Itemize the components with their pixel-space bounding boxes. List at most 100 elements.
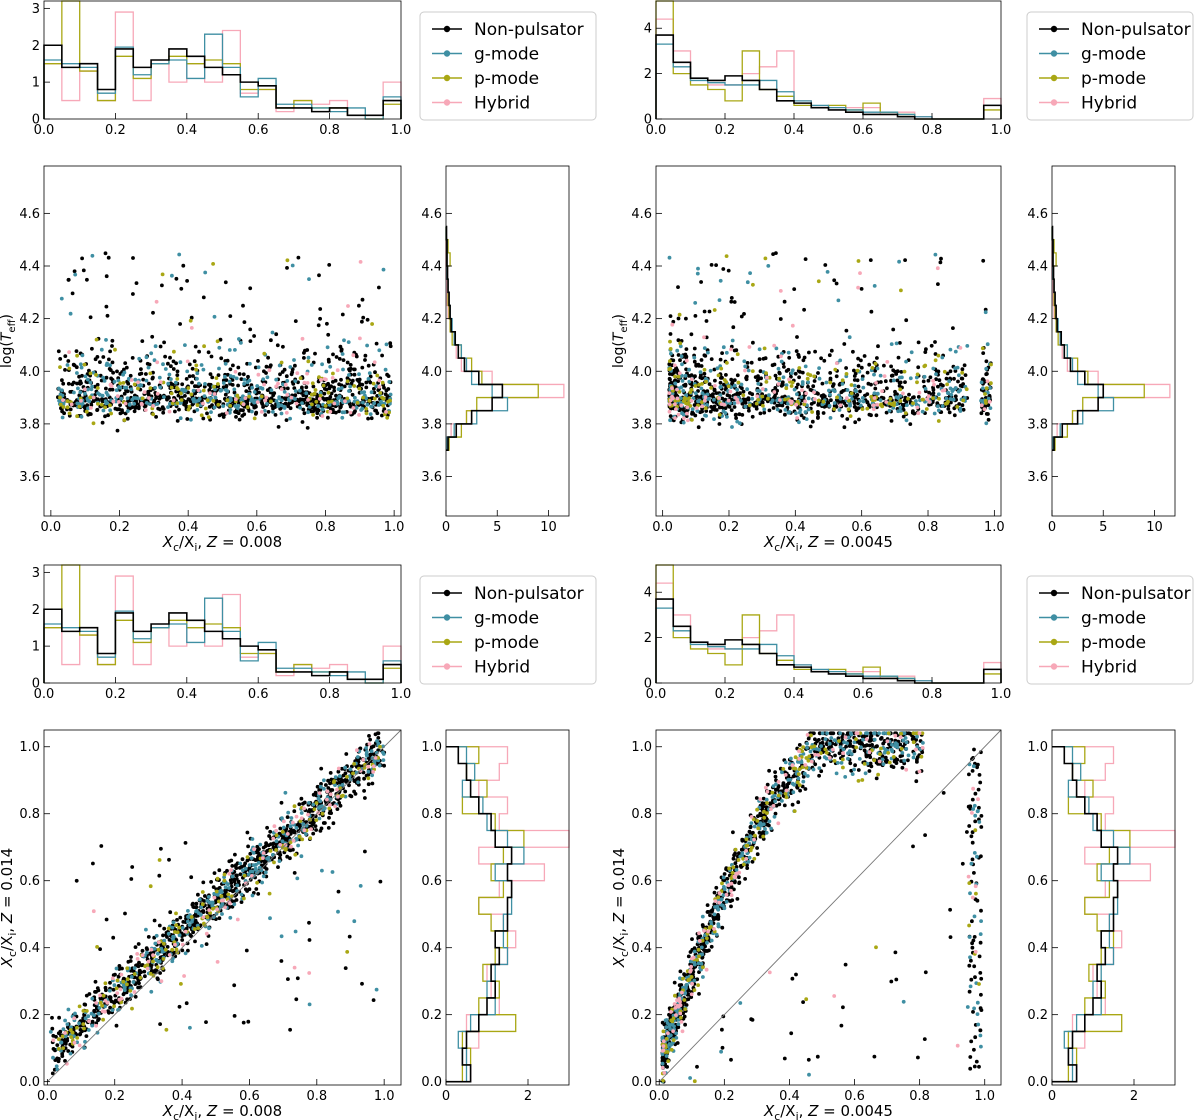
point-p-mode — [345, 379, 350, 384]
point-non-pulsator — [820, 381, 825, 386]
point-g-mode — [767, 393, 771, 398]
point-p-mode — [148, 971, 153, 976]
point-non-pulsator — [816, 371, 820, 375]
point-g-mode — [171, 934, 176, 939]
point-p-mode — [101, 993, 106, 998]
point-g-mode — [73, 272, 78, 277]
point-g-mode — [828, 392, 832, 397]
point-non-pulsator — [747, 408, 751, 413]
point-non-pulsator — [852, 368, 856, 373]
point-p-mode — [138, 975, 143, 980]
axes-frame — [43, 0, 402, 120]
point-non-pulsator — [171, 367, 176, 371]
point-non-pulsator — [844, 328, 849, 333]
point-hybrid — [272, 824, 277, 829]
point-hybrid — [305, 371, 309, 376]
point-non-pulsator — [676, 338, 681, 343]
point-g-mode — [237, 337, 241, 341]
point-p-mode — [697, 382, 701, 387]
point-p-mode — [767, 375, 772, 380]
x-tick-label: 0.4 — [784, 687, 805, 702]
point-g-mode — [381, 750, 385, 755]
point-non-pulsator — [859, 358, 863, 363]
point-non-pulsator — [676, 316, 681, 321]
point-non-pulsator — [899, 370, 904, 374]
point-non-pulsator — [375, 411, 380, 416]
point-non-pulsator — [960, 403, 965, 408]
point-non-pulsator — [217, 399, 222, 404]
point-non-pulsator — [279, 800, 284, 805]
point-p-mode — [228, 403, 233, 408]
point-non-pulsator — [83, 1002, 88, 1007]
point-g-mode — [283, 790, 288, 795]
point-p-mode — [709, 386, 713, 390]
point-g-mode — [232, 902, 237, 907]
point-hybrid — [94, 1023, 98, 1028]
point-non-pulsator — [970, 769, 975, 773]
point-hybrid — [685, 405, 690, 410]
point-non-pulsator — [744, 377, 749, 382]
point-g-mode — [923, 386, 928, 391]
point-p-mode — [192, 927, 197, 931]
point-non-pulsator — [719, 376, 723, 380]
point-g-mode — [197, 897, 202, 902]
point-non-pulsator — [337, 357, 342, 361]
point-non-pulsator — [122, 391, 127, 396]
point-non-pulsator — [106, 255, 111, 260]
point-g-mode — [223, 361, 228, 366]
point-non-pulsator — [327, 811, 332, 815]
point-non-pulsator — [210, 375, 215, 380]
point-hybrid — [136, 380, 141, 385]
point-g-mode — [361, 400, 365, 405]
point-g-mode — [195, 376, 199, 381]
point-non-pulsator — [362, 789, 366, 793]
point-g-mode — [698, 370, 703, 375]
point-hybrid — [61, 398, 65, 402]
y-tick-label: 0.8 — [19, 807, 40, 822]
point-g-mode — [233, 348, 237, 352]
point-g-mode — [207, 926, 211, 931]
point-p-mode — [682, 396, 687, 400]
point-non-pulsator — [365, 317, 370, 322]
point-g-mode — [68, 311, 73, 316]
point-non-pulsator — [342, 384, 347, 389]
point-non-pulsator — [823, 263, 828, 267]
point-hybrid — [227, 871, 232, 876]
point-g-mode — [195, 371, 200, 376]
point-p-mode — [160, 272, 165, 277]
point-non-pulsator — [341, 358, 346, 362]
point-non-pulsator — [811, 384, 816, 389]
point-g-mode — [781, 375, 786, 380]
point-non-pulsator — [240, 857, 245, 862]
y-tick-label: 0.4 — [421, 941, 442, 956]
point-p-mode — [148, 884, 153, 889]
point-g-mode — [872, 284, 877, 288]
point-non-pulsator — [853, 395, 858, 400]
point-p-mode — [179, 398, 184, 402]
point-g-mode — [336, 387, 341, 392]
point-non-pulsator — [84, 1034, 89, 1038]
point-g-mode — [122, 986, 127, 991]
point-g-mode — [227, 886, 231, 890]
point-p-mode — [702, 367, 707, 372]
point-g-mode — [797, 420, 801, 425]
point-g-mode — [157, 375, 162, 380]
point-non-pulsator — [358, 382, 362, 387]
point-g-mode — [872, 391, 877, 396]
x-tick-label: 2 — [524, 1089, 532, 1104]
point-g-mode — [307, 1002, 312, 1007]
point-non-pulsator — [694, 363, 699, 368]
point-g-mode — [170, 959, 175, 964]
point-g-mode — [853, 388, 858, 393]
point-hybrid — [384, 410, 388, 414]
point-non-pulsator — [388, 344, 393, 349]
point-non-pulsator — [104, 917, 109, 922]
point-g-mode — [316, 404, 321, 409]
point-g-mode — [897, 259, 901, 264]
point-hybrid — [673, 402, 677, 407]
point-g-mode — [240, 868, 245, 873]
point-non-pulsator — [802, 307, 806, 312]
point-hybrid — [204, 931, 209, 936]
